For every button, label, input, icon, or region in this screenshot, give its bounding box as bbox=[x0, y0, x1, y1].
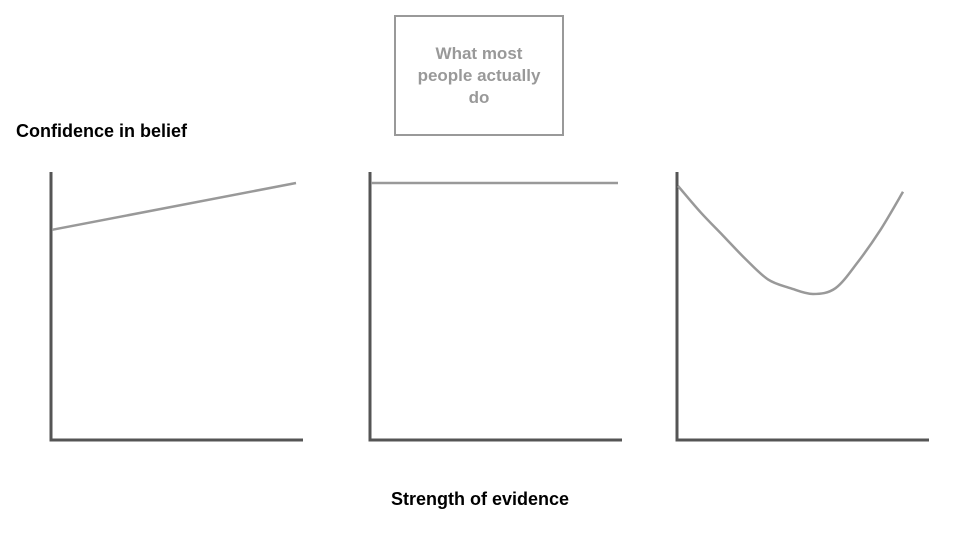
annotation-text: What most people actually do bbox=[417, 43, 541, 107]
y-axis-label: Confidence in belief bbox=[16, 121, 188, 141]
panel-1 bbox=[49, 172, 303, 442]
panel-3 bbox=[675, 172, 929, 442]
annotation-box: What most people actually do bbox=[394, 15, 564, 136]
series-line-1 bbox=[51, 181, 297, 232]
panel-2 bbox=[368, 172, 622, 442]
series-line-3 bbox=[677, 185, 905, 296]
x-axis-label: Strength of evidence bbox=[390, 489, 570, 509]
